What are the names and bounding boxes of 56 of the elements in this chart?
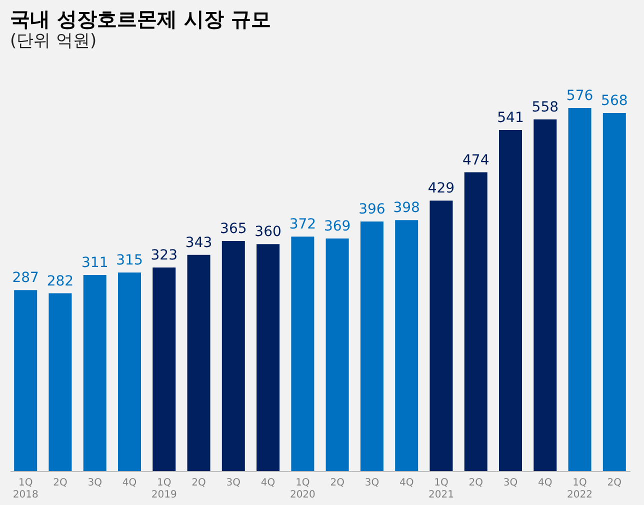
data-label: 372	[289, 216, 316, 233]
x-tick-label: 4Q	[538, 478, 552, 488]
x-tick-label: 4Q	[122, 478, 137, 488]
x-tick-label: 3Q	[364, 478, 380, 488]
bar	[187, 254, 210, 471]
data-label: 429	[428, 180, 455, 197]
bar	[602, 113, 626, 471]
bar	[464, 172, 488, 471]
x-tick-label: 1Q 2020	[290, 478, 316, 500]
data-label: 323	[150, 247, 178, 264]
x-tick-label: 2Q	[53, 478, 68, 488]
bar	[291, 236, 314, 471]
data-label: 343	[185, 234, 212, 251]
bar	[395, 220, 418, 471]
data-label: 311	[81, 255, 108, 272]
data-label: 576	[566, 88, 594, 104]
data-label: 365	[220, 220, 247, 237]
x-tick-label: 3Q	[503, 478, 518, 488]
x-tick-label: 2Q	[330, 478, 345, 488]
data-label: 474	[462, 152, 490, 168]
bar	[48, 293, 72, 471]
x-tick-label: 1Q 2018	[12, 478, 38, 500]
bar	[83, 275, 106, 471]
bar	[360, 221, 384, 471]
x-tick-label: 1Q 2019	[151, 478, 177, 500]
data-label: 369	[324, 218, 351, 234]
data-label: 287	[12, 270, 39, 286]
x-tick-label: 3Q	[88, 478, 102, 488]
x-tick-label: 1Q 2021	[428, 478, 454, 500]
bar	[499, 130, 522, 471]
bar	[118, 272, 141, 471]
x-tick-label: 2Q	[468, 478, 484, 488]
x-tick-label: 4Q	[260, 478, 276, 488]
x-tick-label: 4Q	[399, 478, 414, 488]
data-label: 541	[497, 110, 524, 126]
bar	[326, 238, 349, 471]
bar	[256, 244, 280, 471]
data-label: 282	[46, 273, 74, 290]
bar	[222, 240, 245, 471]
x-tick-label: 2Q	[192, 478, 206, 488]
data-label: 398	[393, 200, 420, 216]
data-label: 558	[532, 99, 559, 116]
bar	[430, 200, 453, 471]
x-tick-label: 1Q 2022	[567, 478, 593, 500]
data-label: 315	[116, 252, 143, 268]
chart-subtitle: (단위 억원)	[10, 31, 97, 51]
chart-title: 국내 성장호르몬제 시장 규모	[10, 7, 271, 31]
x-tick-label: 2Q	[607, 478, 622, 488]
x-tick-label: 3Q	[226, 478, 241, 488]
data-label: 360	[254, 224, 282, 240]
bar	[568, 108, 592, 471]
bar	[14, 290, 38, 471]
data-label: 396	[358, 201, 386, 218]
data-label: 568	[601, 93, 628, 110]
bar	[152, 267, 176, 471]
bar	[534, 119, 557, 471]
